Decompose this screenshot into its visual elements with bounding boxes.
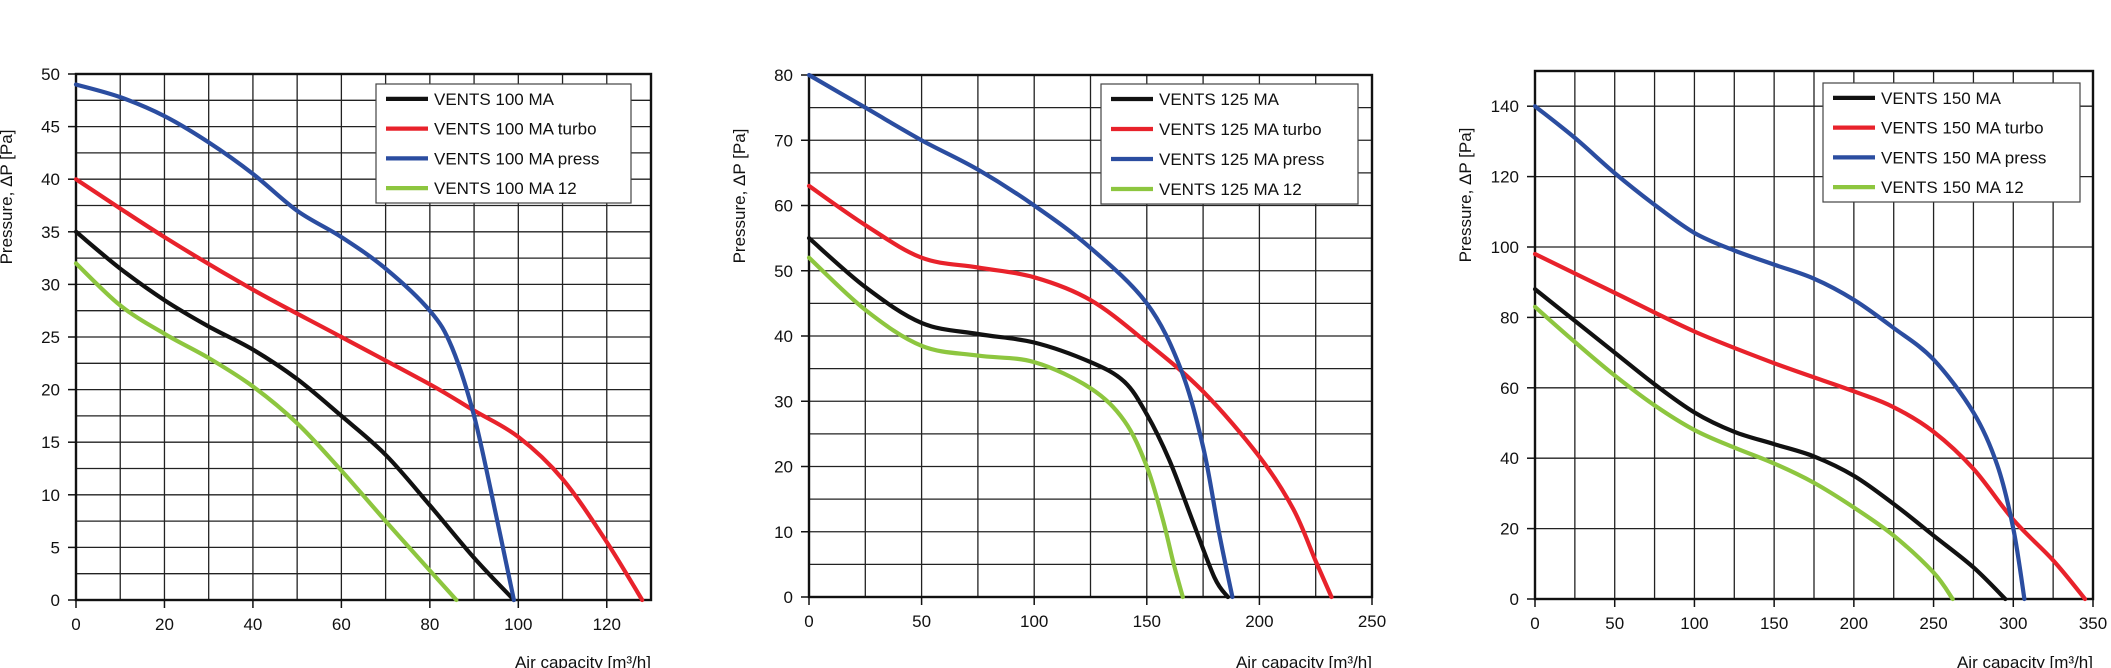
y-tick-label: 0: [1510, 590, 1519, 609]
y-tick-label: 80: [774, 66, 793, 85]
x-tick-label: 250: [1919, 614, 1947, 633]
legend: VENTS 100 MA VENTS 100 MA turbo VENTS 100 …: [375, 83, 632, 204]
y-tick-label: 70: [774, 131, 793, 150]
series-line-1: [73, 229, 516, 603]
x-tick-label: 300: [1999, 614, 2027, 633]
series-line-4: [1532, 304, 1955, 602]
y-tick-label: 100: [1491, 238, 1519, 257]
legend-box: [375, 83, 632, 204]
y-tick-label: 35: [41, 223, 60, 242]
y-tick-label: 60: [774, 197, 793, 216]
y-axis-title: Pressure, ΔP [Pa]: [730, 129, 749, 264]
x-tick-label: 0: [804, 612, 813, 631]
legend-label: VENTS 125 MA turbo: [1159, 120, 1322, 139]
y-tick-label: 30: [774, 392, 793, 411]
x-tick-label: 40: [243, 615, 262, 634]
x-tick-label: 60: [332, 615, 351, 634]
y-axis-title: Pressure, ΔP [Pa]: [1456, 128, 1475, 263]
legend-label: VENTS 100 MA press: [434, 149, 599, 168]
x-tick-label: 150: [1760, 614, 1788, 633]
y-tick-label: 40: [41, 170, 60, 189]
legend-label: VENTS 150 MA 12: [1881, 178, 2024, 197]
x-tick-label: 0: [1530, 614, 1539, 633]
y-tick-label: 120: [1491, 168, 1519, 187]
y-tick-label: 25: [41, 328, 60, 347]
y-tick-label: 40: [1500, 449, 1519, 468]
y-tick-label: 30: [41, 275, 60, 294]
series-line-2: [73, 177, 645, 603]
x-tick-label: 150: [1133, 612, 1161, 631]
chart-panel-2: 0 50 100 150 200 250 0 10 20 30 40 50 60 70 80 Air capa…: [730, 66, 1386, 668]
series-line-3: [73, 82, 516, 603]
series-line-1: [1532, 287, 2008, 602]
legend-label: VENTS 125 MA: [1159, 90, 1280, 109]
legend-label: VENTS 125 MA press: [1159, 150, 1324, 169]
plot-frame: [1533, 69, 2095, 601]
y-tick-label: 0: [784, 588, 793, 607]
y-tick-label: 40: [774, 327, 793, 346]
chart-panel-1: 0 20 40 60 80 100 120 0 5 10 15 20 25 30 35 40 45 50 Air c…: [0, 65, 653, 668]
y-tick-label: 10: [774, 523, 793, 542]
y-tick-label: 10: [41, 486, 60, 505]
y-tick-label: 60: [1500, 379, 1519, 398]
chart-panel-3: 0 50 100 150 200 250 300 350 0 20 40 60 80 100 120 140 A…: [1456, 69, 2107, 668]
x-tick-label: 120: [593, 615, 621, 634]
x-tick-label: 50: [912, 612, 931, 631]
x-tick-label: 20: [155, 615, 174, 634]
legend-label: VENTS 150 MA turbo: [1881, 119, 2044, 138]
x-axis-title: Air capacity [m³/h]: [1236, 653, 1372, 668]
series-line-3: [1532, 104, 2027, 602]
x-axis-title: Air capacity [m³/h]: [515, 653, 651, 668]
x-tick-label: 350: [2079, 614, 2107, 633]
y-tick-label: 45: [41, 118, 60, 137]
x-tick-label: 100: [1680, 614, 1708, 633]
legend: VENTS 125 MA VENTS 125 MA turbo VENTS 125 …: [1100, 83, 1359, 205]
legend-box: [1100, 83, 1359, 205]
y-tick-label: 80: [1500, 308, 1519, 327]
x-tick-label: 80: [420, 615, 439, 634]
series-line-4: [806, 255, 1185, 600]
x-tick-label: 250: [1358, 612, 1386, 631]
y-tick-label: 20: [1500, 520, 1519, 539]
series-line-2: [1532, 251, 2088, 602]
x-tick-label: 0: [71, 615, 80, 634]
legend-label: VENTS 100 MA turbo: [434, 120, 597, 139]
legend-label: VENTS 100 MA 12: [434, 179, 577, 198]
legend-label: VENTS 150 MA press: [1881, 148, 2046, 167]
y-tick-label: 20: [774, 458, 793, 477]
y-tick-label: 5: [51, 538, 60, 557]
series-line-1: [806, 236, 1230, 600]
y-tick-label: 0: [51, 591, 60, 610]
x-tick-label: 50: [1605, 614, 1624, 633]
x-tick-label: 100: [1020, 612, 1048, 631]
x-tick-label: 200: [1840, 614, 1868, 633]
series-line-4: [73, 261, 459, 603]
y-tick-label: 140: [1491, 97, 1519, 116]
legend: VENTS 150 MA VENTS 150 MA turbo VENTS 150 …: [1822, 82, 2081, 203]
x-tick-label: 200: [1245, 612, 1273, 631]
y-axis-title: Pressure, ΔP [Pa]: [0, 130, 16, 265]
legend-label: VENTS 125 MA 12: [1159, 180, 1302, 199]
legend-label: VENTS 100 MA: [434, 90, 555, 109]
y-tick-label: 50: [774, 262, 793, 281]
x-axis-title: Air capacity [m³/h]: [1957, 653, 2093, 668]
x-tick-label: 100: [504, 615, 532, 634]
y-tick-label: 20: [41, 381, 60, 400]
series-line-3: [806, 72, 1235, 600]
legend-label: VENTS 150 MA: [1881, 89, 2002, 108]
y-tick-label: 50: [41, 65, 60, 84]
legend-box: [1822, 82, 2081, 203]
series-line-2: [806, 183, 1334, 600]
y-tick-label: 15: [41, 433, 60, 452]
